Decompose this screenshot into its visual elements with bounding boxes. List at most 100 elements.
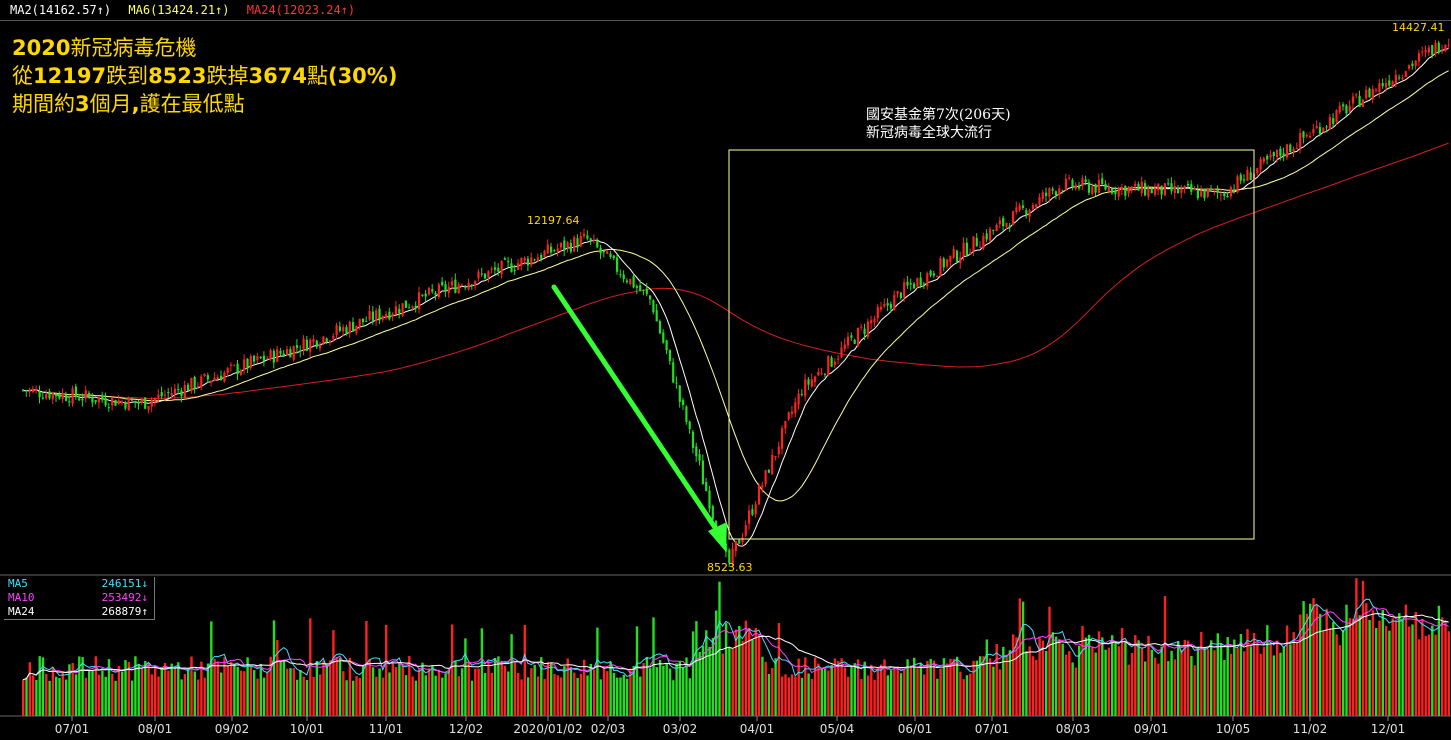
volume-bar	[804, 657, 807, 716]
volume-bar	[299, 670, 302, 716]
volume-bar	[873, 679, 876, 716]
volume-bar	[682, 666, 685, 716]
candle-body	[61, 393, 64, 399]
volume-bar	[642, 662, 645, 716]
candle-body	[1414, 60, 1417, 66]
candle-body	[675, 382, 678, 384]
candle-body	[312, 339, 315, 342]
candle-body	[1299, 133, 1302, 148]
candle-body	[325, 338, 328, 343]
volume-bar	[127, 661, 130, 716]
candle-body	[579, 236, 582, 247]
volume-bar	[761, 656, 764, 716]
candle-body	[840, 347, 843, 357]
candle-body	[487, 271, 490, 278]
volume-bar	[1101, 637, 1104, 716]
candle-body	[431, 289, 434, 292]
volume-bar	[1424, 635, 1427, 716]
volume-bar	[847, 676, 850, 716]
volume-bar	[1282, 646, 1285, 716]
candle-body	[1028, 210, 1031, 217]
volume-bar	[606, 671, 609, 716]
candle-body	[629, 278, 632, 285]
candle-body	[464, 286, 467, 288]
candle-body	[1190, 184, 1193, 192]
volume-bar	[134, 656, 137, 716]
candle-body	[942, 258, 945, 268]
candle-body	[576, 238, 579, 248]
candle-body	[1427, 47, 1430, 53]
candle-body	[127, 397, 130, 411]
volume-bar	[1127, 664, 1130, 716]
volume-bar	[698, 651, 701, 716]
candle-body	[1269, 154, 1272, 158]
candle-body	[338, 326, 341, 331]
vol-ma24-path	[22, 613, 1449, 681]
volume-bar	[1081, 625, 1084, 716]
volume-bar	[500, 660, 503, 716]
volume-bar	[177, 662, 180, 716]
volume-bar	[830, 664, 833, 716]
candle-body	[701, 460, 704, 485]
candle-body	[1124, 185, 1127, 196]
volume-bar	[530, 668, 533, 716]
volume-bar	[1309, 603, 1312, 716]
volume-bar	[955, 656, 959, 716]
volume-bar	[210, 621, 213, 716]
candle-body	[1312, 128, 1315, 134]
volume-bar	[1431, 625, 1434, 716]
volume-bar	[662, 665, 665, 716]
candle-body	[1153, 188, 1157, 195]
candle-body	[1384, 82, 1388, 88]
volume-bar	[312, 677, 315, 716]
volume-bar	[612, 672, 616, 716]
candle-body	[467, 282, 470, 290]
volume-bar	[451, 624, 454, 716]
volume-bar	[1348, 618, 1351, 716]
volume-bar	[1173, 659, 1177, 716]
volume-ma-lines	[22, 598, 1449, 681]
volume-bar	[569, 667, 573, 716]
candle-body	[1328, 116, 1331, 130]
volume-bar	[1203, 647, 1206, 716]
volume-bar	[731, 649, 734, 716]
volume-bar	[939, 668, 942, 716]
volume-bar	[1342, 630, 1345, 716]
candle-body	[305, 339, 308, 351]
candle-body	[876, 307, 879, 319]
volume-bar	[434, 675, 437, 716]
volume-bar	[1243, 651, 1246, 716]
candle-body	[520, 258, 523, 266]
candle-body	[649, 295, 652, 300]
candle-body	[147, 405, 150, 410]
candle-body	[1008, 225, 1011, 227]
candle-body	[662, 332, 665, 343]
volume-bar	[58, 678, 61, 716]
candle-body	[1424, 50, 1427, 53]
box-label: 國安基金第7次(206天) 新冠病毒全球大流行	[866, 106, 1011, 142]
volume-bar	[259, 663, 262, 716]
candle-body	[1276, 149, 1279, 158]
volume-bar	[972, 660, 975, 716]
candle-body	[1071, 179, 1074, 187]
volume-bar	[272, 620, 276, 716]
candle-body	[470, 284, 473, 287]
candle-body	[757, 485, 761, 505]
volume-bar	[94, 656, 97, 716]
volume-bar	[870, 664, 873, 716]
volume-bar	[1193, 665, 1196, 716]
candle-body	[774, 456, 777, 458]
candle-body	[1246, 170, 1249, 181]
candle-body	[655, 310, 658, 322]
candle-body	[550, 246, 553, 253]
volume-bar	[1408, 626, 1411, 716]
candle-body	[975, 238, 978, 247]
candle-body	[1012, 211, 1015, 226]
candle-body	[847, 336, 850, 346]
candle-body	[919, 277, 922, 286]
volume-bar	[1289, 644, 1292, 716]
volume-bar	[1219, 643, 1223, 716]
volume-bar	[295, 679, 299, 716]
x-tick-label: 2020/01/02	[513, 722, 583, 736]
candle-body	[936, 275, 939, 278]
